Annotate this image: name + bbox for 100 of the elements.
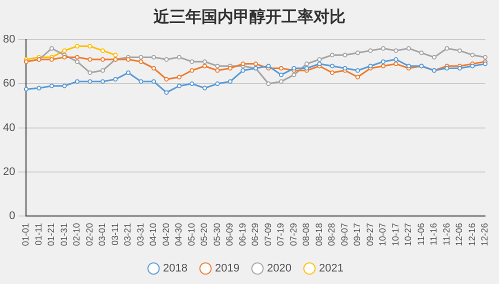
point (88, 44, 92, 49)
point (304, 66, 310, 71)
point (190, 81, 194, 86)
point (62, 48, 67, 53)
x-tick-label: 03-21 (122, 222, 133, 246)
point (164, 76, 169, 82)
y-tick-label: 20 (2, 166, 16, 178)
x-tick-label: 01-01 (20, 222, 31, 246)
point (406, 64, 412, 68)
x-tick-label: 06-29 (250, 222, 260, 246)
point (49, 46, 54, 51)
point (100, 68, 106, 73)
point (419, 50, 424, 56)
point (368, 64, 373, 68)
point (457, 66, 462, 71)
point (151, 54, 156, 60)
x-tick-label: 03-01 (97, 222, 108, 246)
x-tick-label: 01-21 (46, 222, 56, 246)
point (36, 86, 42, 90)
x-tick-label: 04-10 (148, 222, 158, 246)
point (278, 79, 284, 84)
point (215, 64, 220, 68)
point (138, 54, 144, 60)
point (164, 90, 169, 95)
point (380, 46, 386, 51)
x-tick-label: 09-17 (352, 222, 362, 246)
y-tick-label: 80 (2, 34, 16, 46)
x-tick-label: 05-30 (212, 222, 222, 246)
point (100, 79, 106, 84)
point (24, 86, 29, 92)
x-tick-label: 07-29 (288, 222, 298, 246)
x-tick-label: 03-31 (135, 222, 146, 246)
point (190, 59, 194, 64)
point (113, 52, 118, 58)
x-tick-label: 04-30 (174, 222, 184, 246)
point (444, 46, 450, 51)
point (482, 54, 488, 60)
point (202, 86, 208, 90)
point (74, 59, 80, 64)
x-tick-label: 01-11 (33, 222, 44, 246)
x-tick-label: 12-16 (466, 222, 477, 246)
legend-label: 2021 (318, 262, 344, 275)
x-tick-label: 06-19 (237, 222, 248, 246)
point (100, 48, 106, 53)
point (113, 76, 118, 82)
point (470, 52, 475, 58)
x-tick-label: 08-18 (314, 222, 324, 246)
x-tick-label: 04-20 (160, 222, 171, 246)
point (278, 66, 284, 71)
x-tick-label: 12-26 (480, 222, 490, 246)
x-tick-label: 01-31 (58, 222, 69, 246)
point (342, 52, 348, 58)
point (164, 57, 169, 62)
point (355, 68, 360, 73)
point (202, 64, 208, 68)
point (406, 46, 412, 51)
point (266, 64, 271, 68)
point (266, 81, 271, 86)
point (138, 79, 144, 84)
legend-label: 2020 (267, 262, 292, 275)
x-tick-label: 10-17 (390, 222, 400, 246)
point (202, 59, 208, 64)
point (176, 54, 182, 60)
point (228, 66, 233, 71)
x-tick-label: 08-28 (326, 222, 337, 246)
point (444, 66, 450, 71)
point (190, 68, 194, 73)
point (88, 79, 92, 84)
y-tick-label: 0 (9, 210, 16, 222)
x-tick-label: 11-06 (416, 222, 426, 246)
point (330, 64, 335, 68)
point (126, 70, 131, 75)
point (138, 59, 144, 64)
chart-title: 近三年国内甲醇开工率对比 (152, 6, 346, 28)
point (74, 44, 80, 49)
x-tick-label: 02-10 (72, 222, 82, 246)
point (151, 66, 156, 71)
point (368, 48, 373, 53)
point (88, 70, 92, 75)
x-tick-label: 05-20 (199, 222, 210, 246)
point (126, 57, 131, 62)
point (74, 54, 80, 60)
point (278, 72, 284, 78)
point (342, 66, 348, 71)
point (304, 62, 310, 66)
point (355, 50, 360, 56)
point (482, 62, 488, 66)
x-tick-label: 08-08 (301, 222, 312, 246)
point (74, 79, 80, 84)
point (176, 74, 182, 80)
point (355, 74, 360, 80)
point (394, 57, 398, 62)
y-tick-label: 40 (2, 122, 16, 134)
x-tick-label: 06-09 (224, 222, 235, 246)
point (330, 52, 335, 58)
point (88, 57, 92, 62)
point (215, 81, 220, 86)
point (62, 84, 67, 88)
point (215, 68, 220, 73)
x-tick-label: 07-09 (262, 222, 273, 246)
